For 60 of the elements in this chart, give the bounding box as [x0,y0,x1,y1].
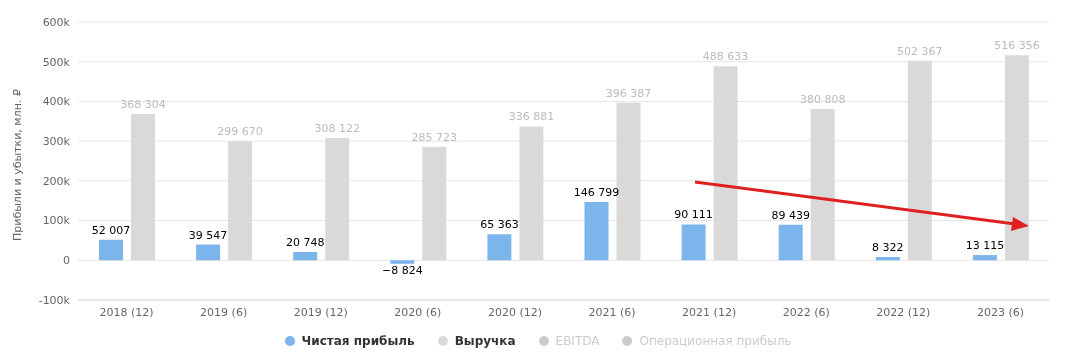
bar [1004,55,1029,261]
data-label: 336 881 [508,110,555,124]
bar [196,244,221,261]
bar [131,114,155,261]
data-label: 299 670 [217,125,263,139]
bar [875,256,900,261]
y-tick-label: 500k [42,55,71,69]
bar [584,201,609,261]
data-label: 20 748 [285,236,325,250]
data-label: −8 824 [381,264,423,278]
x-tick-label: 2020 (6) [394,305,442,319]
y-tick-label: 200k [42,174,71,188]
data-label: 89 439 [771,208,810,222]
bar [972,255,997,261]
data-label: 380 808 [799,93,846,107]
data-label: 146 799 [573,185,620,199]
bar [422,146,447,261]
x-tick-label: 2019 (12) [293,305,348,319]
y-tick-label: 300k [42,135,71,149]
x-tick-label: 2019 (6) [200,305,248,319]
bar [390,260,415,264]
y-tick-label: -100k [38,293,71,307]
data-label: 90 111 [674,208,713,222]
bar [99,239,123,261]
bar [293,252,318,261]
data-label: 39 547 [188,228,228,242]
y-tick-label: 100k [42,214,71,228]
y-tick-label: 0 [63,254,70,268]
x-tick-label: 2020 (12) [487,305,542,319]
bar [228,141,253,261]
bar [713,66,738,261]
data-label: 308 122 [314,121,360,135]
data-label: 52 007 [91,223,131,237]
x-tick-label: 2022 (12) [876,305,931,319]
bar [325,137,350,261]
data-label: 13 115 [965,239,1005,253]
x-tick-label: 2018 (12) [99,305,154,319]
bar [907,60,932,261]
x-tick-label: 2023 (6) [976,305,1024,319]
y-axis-title: Прибыли и убытки, млн. ₽ [10,89,24,241]
y-tick-label: 400k [42,95,71,109]
bar [487,234,512,261]
bar [519,126,544,261]
x-tick-label: 2022 (6) [782,305,830,319]
x-tick-label: 2021 (6) [588,305,636,319]
legend-label: Чистая прибыль [300,334,415,348]
data-label: 65 363 [480,218,519,232]
data-label: 502 367 [897,44,943,58]
data-label: 368 304 [120,98,166,112]
data-label: 488 633 [702,50,749,64]
bar [778,224,803,261]
data-label: 516 356 [994,39,1040,53]
data-label: 285 723 [411,130,458,144]
data-label: 8 322 [872,240,904,254]
bar [681,224,706,261]
data-label: 396 387 [605,86,652,100]
bar [810,109,835,261]
x-tick-label: 2021 (12) [682,305,737,319]
y-tick-label: 600k [42,15,71,29]
legend-label: Выручка [453,334,516,348]
